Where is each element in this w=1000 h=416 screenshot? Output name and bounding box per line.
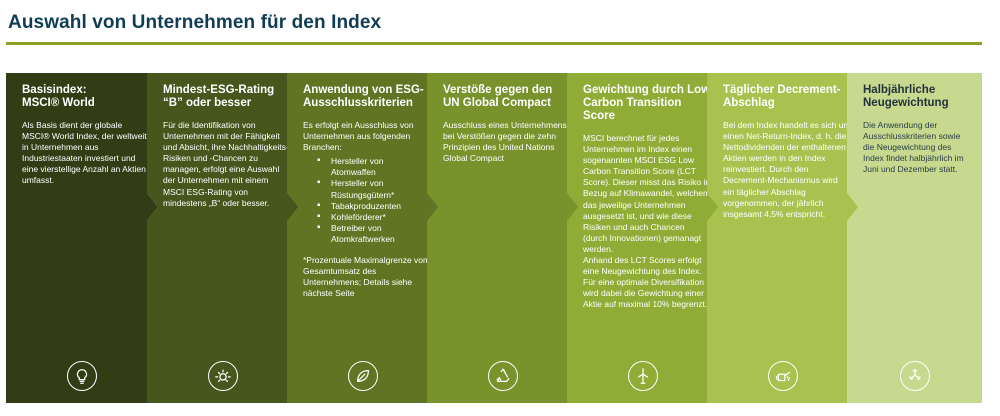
exclusion-list: Hersteller von Atomwaffen Hersteller von… — [303, 156, 431, 245]
step-basisindex: Basisindex: MSCI® World Als Basis dient … — [6, 73, 158, 403]
step-title: Basisindex: MSCI® World — [22, 84, 95, 109]
step-text: Die Anwendung der Ausschlusskriterien so… — [863, 120, 964, 175]
step-halbjaehrliche-neugewichtung: Halbjährliche Neugewichtung Die Anwendun… — [847, 73, 982, 403]
step-title: Täglicher Decrement- Abschlag — [723, 84, 841, 109]
step-esg-rating: Mindest-ESG-Rating “B” oder besser Für d… — [147, 73, 299, 403]
lightbulb-icon — [67, 361, 97, 391]
step-ausschlusskriterien: Anwendung von ESG- Ausschlusskriterien E… — [287, 73, 439, 403]
step-title: Halbjährliche Neugewichtung — [863, 84, 949, 109]
step-title: Verstöße gegen den UN Global Compact — [443, 84, 553, 109]
step-title: Gewichtung durch Low Carbon Transition S… — [583, 84, 711, 122]
watering-can-icon — [768, 361, 798, 391]
step-text: Für die Identifikation von Unternehmen m… — [163, 120, 289, 208]
leaf-icon — [348, 361, 378, 391]
list-item: Betreiber von Atomkraftwerken — [317, 223, 431, 245]
step-lct-score: Gewichtung durch Low Carbon Transition S… — [567, 73, 719, 403]
step-text: Als Basis dient der globale MSCI® World … — [22, 120, 147, 186]
list-item: Tabakproduzenten — [317, 201, 431, 212]
step-decrement-abschlag: Täglicher Decrement- Abschlag Bei dem In… — [707, 73, 859, 403]
sun-icon — [208, 361, 238, 391]
process-flow: Basisindex: MSCI® World Als Basis dient … — [6, 73, 982, 403]
step-intro: Es erfolgt ein Ausschluss von Unternehme… — [303, 120, 414, 153]
step-text: Ausschluss eines Unternehmens bei Verstö… — [443, 120, 567, 164]
list-item: Hersteller von Rüstungsgütern* — [317, 178, 431, 200]
step-note: *Prozentuale Maximalgrenze vom Gesamtums… — [303, 255, 431, 299]
step-title: Mindest-ESG-Rating “B” oder besser — [163, 84, 275, 109]
cycle-arrows-icon — [899, 361, 930, 391]
step-text: Bei dem Index handelt es sich um einen N… — [723, 120, 851, 219]
title-divider — [6, 42, 982, 45]
step-un-global-compact: Verstöße gegen den UN Global Compact Aus… — [427, 73, 579, 403]
step-text: MSCI berechnet für jedes Unternehmen im … — [583, 133, 711, 310]
list-item: Kohleförderer* — [317, 212, 431, 223]
step-title: Anwendung von ESG- Ausschlusskriterien — [303, 84, 424, 109]
list-item: Hersteller von Atomwaffen — [317, 156, 431, 178]
page-title: Auswahl von Unternehmen für den Index — [8, 12, 382, 33]
wind-turbine-icon — [628, 361, 658, 391]
recycle-icon — [488, 361, 518, 391]
